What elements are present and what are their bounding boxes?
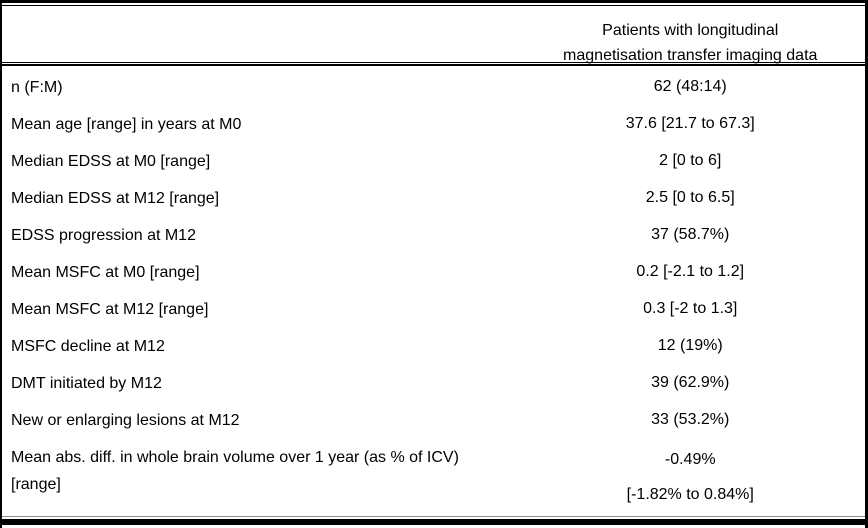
row-label: EDSS progression at M12 [11,227,196,244]
header-line-1: Patients with longitudinal [602,22,779,39]
bottom-rule [2,516,865,528]
header-empty-cell [2,6,515,62]
table-row: EDSS progression at M12 37 (58.7%) [2,214,865,251]
row-label: DMT initiated by M12 [11,375,162,392]
top-rule [2,0,865,6]
row-label: Median EDSS at M12 [range] [11,190,220,207]
row-value: 12 (19%) [657,337,723,354]
table-row: MSFC decline at M12 12 (19%) [2,325,865,362]
row-value: 2.5 [0 to 6.5] [645,189,735,206]
table-row: DMT initiated by M12 39 (62.9%) [2,362,865,399]
row-label: Mean abs. diff. in whole brain volume ov… [11,449,459,493]
row-label: MSFC decline at M12 [11,338,165,355]
table-row: New or enlarging lesions at M12 33 (53.2… [2,399,865,436]
bottom-thick-bar [2,519,865,525]
table-row: Mean age [range] in years at M0 37.6 [21… [2,103,865,140]
row-value: 39 (62.9%) [651,374,730,391]
header-column-title: Patients with longitudinal magnetisation… [515,6,865,64]
row-value: 33 (53.2%) [651,411,730,428]
row-value-line-1: -0.49% [664,451,716,468]
row-label: Median EDSS at M0 [range] [11,153,211,170]
table-row: n (F:M) 62 (48:14) [2,66,865,103]
row-value: 0.3 [-2 to 1.3] [643,300,738,317]
table-header-row: Patients with longitudinal magnetisation… [2,6,865,64]
row-label: Mean MSFC at M12 [range] [11,301,209,318]
header-line-2: magnetisation transfer imaging data [563,47,818,64]
row-value: 37.6 [21.7 to 67.3] [625,115,755,132]
row-label: Mean age [range] in years at M0 [11,116,242,133]
table-row: Median EDSS at M0 [range] 2 [0 to 6] [2,140,865,177]
row-value: 62 (48:14) [653,78,727,95]
table-row: Mean MSFC at M12 [range] 0.3 [-2 to 1.3] [2,288,865,325]
table-row: Median EDSS at M12 [range] 2.5 [0 to 6.5… [2,177,865,214]
row-label: Mean MSFC at M0 [range] [11,264,200,281]
row-value: -0.49% [-1.82% to 0.84%] [515,436,865,516]
row-value-line-2: [-1.82% to 0.84%] [626,486,754,503]
row-label: n (F:M) [11,79,63,96]
header-separator-rule [2,62,865,66]
row-label: New or enlarging lesions at M12 [11,412,240,429]
row-value: 2 [0 to 6] [659,152,722,169]
row-value: 0.2 [-2.1 to 1.2] [636,263,745,280]
table-row: Mean abs. diff. in whole brain volume ov… [2,436,865,516]
row-value: 37 (58.7%) [651,226,730,243]
table-row: Mean MSFC at M0 [range] 0.2 [-2.1 to 1.2… [2,251,865,288]
